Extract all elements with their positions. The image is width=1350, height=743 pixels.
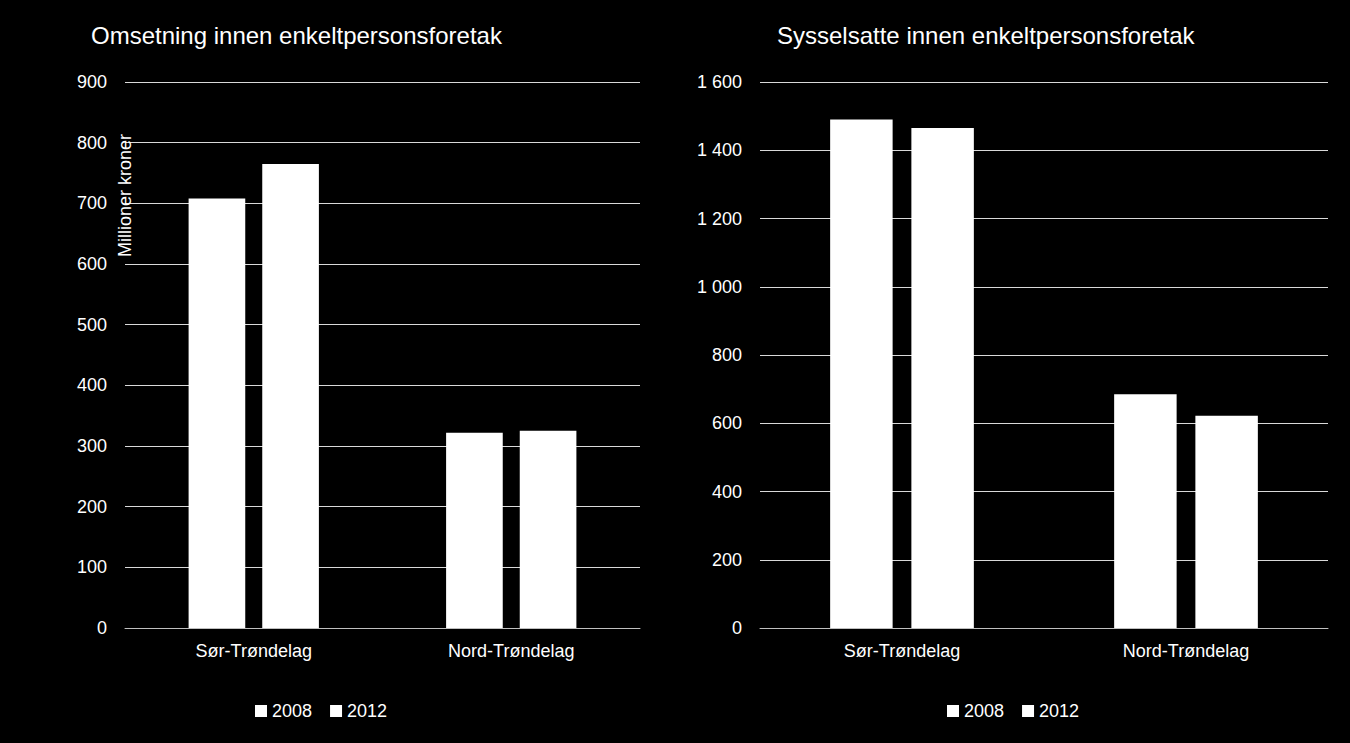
svg-text:Sør-Trøndelag: Sør-Trøndelag (844, 641, 960, 661)
svg-text:300: 300 (77, 436, 107, 456)
svg-text:Sysselsatte innen enkeltperson: Sysselsatte innen enkeltpersonsforetak (777, 22, 1196, 49)
svg-text:1 200: 1 200 (697, 209, 742, 229)
svg-text:2012: 2012 (1039, 701, 1079, 721)
svg-text:500: 500 (77, 315, 107, 335)
svg-text:800: 800 (712, 345, 742, 365)
svg-text:1 600: 1 600 (697, 72, 742, 92)
svg-text:Sør-Trøndelag: Sør-Trøndelag (196, 641, 312, 661)
svg-text:Millioner kroner: Millioner kroner (115, 134, 135, 257)
svg-text:400: 400 (712, 482, 742, 502)
svg-text:0: 0 (97, 618, 107, 638)
svg-text:1 400: 1 400 (697, 140, 742, 160)
svg-text:600: 600 (77, 254, 107, 274)
svg-text:900: 900 (77, 72, 107, 92)
svg-text:200: 200 (712, 550, 742, 570)
svg-text:1 000: 1 000 (697, 277, 742, 297)
svg-text:Omsetning innen enkeltpersonsf: Omsetning innen enkeltpersonsforetak (91, 22, 503, 49)
svg-text:800: 800 (77, 133, 107, 153)
svg-text:400: 400 (77, 375, 107, 395)
svg-text:Nord-Trøndelag: Nord-Trøndelag (448, 641, 574, 661)
svg-text:2008: 2008 (964, 701, 1004, 721)
svg-text:700: 700 (77, 193, 107, 213)
svg-text:600: 600 (712, 413, 742, 433)
svg-text:200: 200 (77, 497, 107, 517)
svg-text:2012: 2012 (347, 701, 387, 721)
svg-text:Nord-Trøndelag: Nord-Trøndelag (1123, 641, 1249, 661)
svg-text:2008: 2008 (272, 701, 312, 721)
svg-text:0: 0 (732, 618, 742, 638)
svg-text:100: 100 (77, 557, 107, 577)
